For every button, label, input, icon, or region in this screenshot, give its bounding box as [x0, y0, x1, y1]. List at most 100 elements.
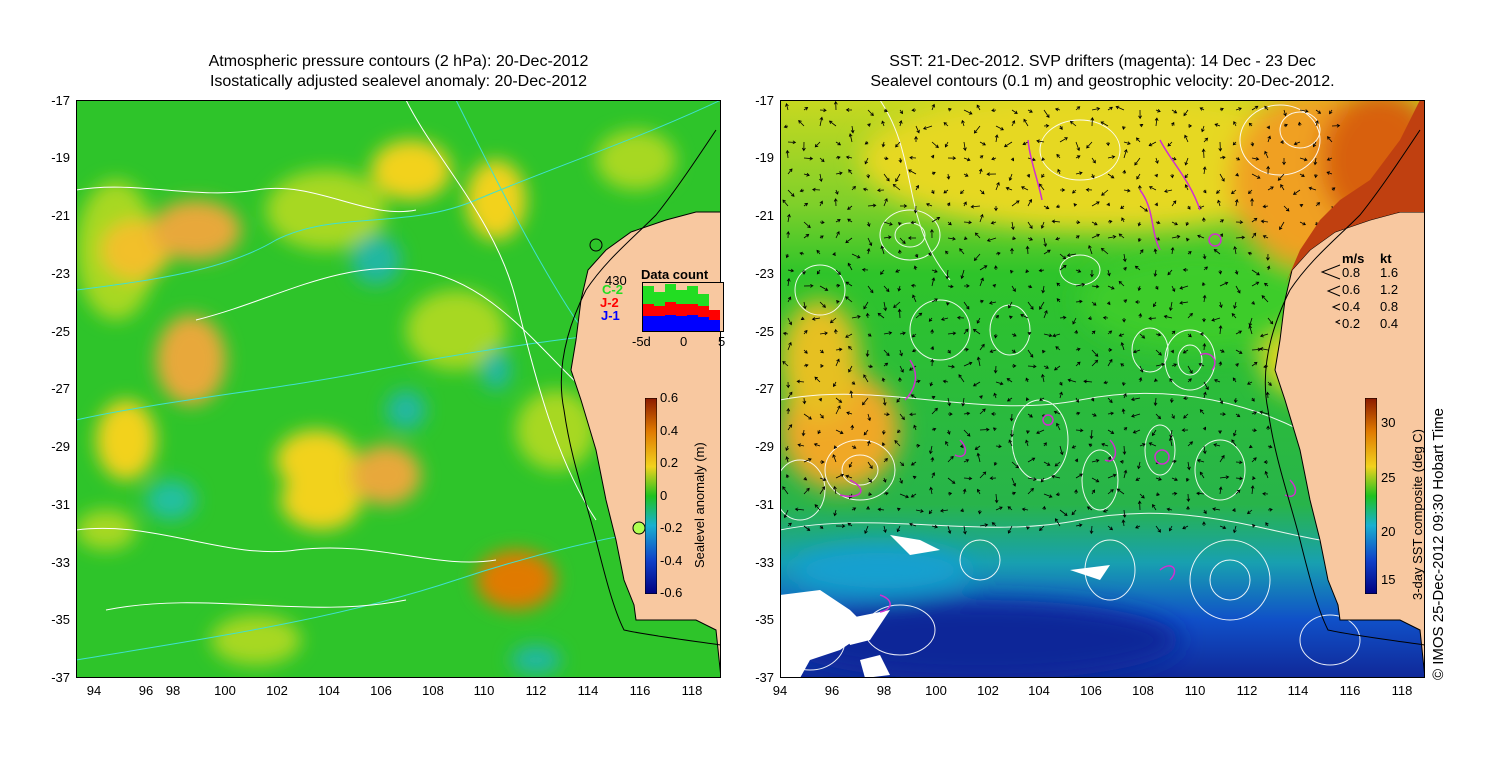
- velocity-arrow: [979, 141, 987, 146]
- velocity-arrow: [1170, 349, 1174, 354]
- velocity-arrow: [930, 229, 934, 239]
- velocity-arrow: [1264, 470, 1269, 479]
- velocity-arrow: [1075, 411, 1081, 416]
- velocity-arrow: [976, 104, 981, 111]
- velocity-arrow: [929, 445, 933, 455]
- velocity-arrow: [787, 213, 791, 223]
- velocity-arrow: [940, 317, 949, 321]
- velocity-arrow: [1011, 285, 1016, 292]
- velocity-arrow: [1091, 107, 1101, 111]
- left-cb-tick-4: -0.2: [660, 520, 683, 535]
- velocity-arrow: [977, 488, 981, 495]
- velocity-arrow: [1090, 117, 1095, 127]
- velocity-arrow: [1233, 525, 1237, 534]
- velocity-arrow: [819, 477, 827, 482]
- velocity-arrow: [1107, 269, 1111, 277]
- right-ytick: -17: [755, 93, 774, 108]
- velocity-arrow: [1267, 135, 1271, 143]
- velocity-arrow: [877, 312, 885, 319]
- velocity-arrow: [909, 365, 917, 371]
- velocity-arrow: [1326, 171, 1333, 175]
- velocity-arrow: [867, 237, 873, 247]
- velocity-arrow: [1232, 508, 1237, 512]
- velocity-arrow: [1011, 120, 1016, 127]
- right-ytick: -27: [755, 381, 774, 396]
- velocity-arrow: [1107, 235, 1117, 239]
- velocity-arrow: [1123, 141, 1131, 145]
- velocity-arrow: [1167, 269, 1173, 276]
- velocity-arrow: [994, 493, 999, 504]
- velocity-arrow: [1203, 137, 1209, 143]
- right-ytick: -19: [755, 150, 774, 165]
- velocity-arrow: [845, 474, 853, 479]
- velocity-arrow: [1059, 445, 1064, 456]
- velocity-arrow: [1123, 188, 1131, 193]
- velocity-arrow: [835, 347, 843, 352]
- velocity-arrow: [819, 301, 826, 308]
- velocity-arrow: [785, 456, 790, 463]
- velocity-arrow: [915, 125, 920, 134]
- velocity-arrow: [1203, 391, 1207, 399]
- velocity-arrow: [945, 250, 949, 255]
- velocity-arrow: [995, 125, 1004, 131]
- velocity-arrow: [1250, 485, 1255, 495]
- velocity-arrow: [931, 298, 938, 303]
- velocity-arrow: [1059, 391, 1063, 399]
- velocity-arrow: [1006, 397, 1013, 402]
- velocity-arrow: [880, 245, 885, 255]
- right-xtick: 98: [876, 683, 892, 698]
- legend-arrow-02: [1334, 319, 1341, 325]
- left-xtick: 118: [681, 683, 703, 698]
- velocity-arrow: [1025, 377, 1029, 383]
- velocity-arrow: [866, 173, 871, 179]
- velocity-arrow: [947, 284, 954, 289]
- velocity-arrow: [898, 221, 902, 226]
- velocity-arrow: [1139, 365, 1144, 373]
- velocity-arrow: [1267, 444, 1273, 449]
- velocity-arrow: [787, 296, 792, 303]
- velocity-arrow: [897, 285, 902, 292]
- velocity-legend-ms-0: 0.8: [1342, 265, 1361, 280]
- velocity-arrow: [1123, 266, 1127, 271]
- velocity-arrow: [1326, 136, 1333, 143]
- velocity-arrow: [1259, 410, 1269, 415]
- velocity-arrow: [883, 108, 888, 113]
- velocity-arrow: [1043, 237, 1048, 248]
- velocity-arrow: [817, 429, 822, 435]
- velocity-arrow: [1043, 461, 1051, 466]
- velocity-arrow: [864, 141, 869, 145]
- station-marker-2: [632, 521, 646, 535]
- velocity-arrow: [1187, 378, 1192, 383]
- velocity-arrow: [1055, 492, 1061, 497]
- velocity-arrow: [819, 486, 826, 495]
- velocity-arrow: [1148, 442, 1157, 447]
- velocity-arrow: [1315, 109, 1322, 114]
- velocity-arrow: [851, 315, 861, 319]
- right-xtick: 96: [824, 683, 840, 698]
- velocity-arrow: [819, 220, 825, 225]
- velocity-arrow: [929, 486, 933, 495]
- velocity-arrow: [1218, 486, 1223, 495]
- velocity-arrow: [1137, 500, 1142, 511]
- velocity-arrow: [1100, 247, 1109, 255]
- velocity-arrow: [1283, 205, 1290, 212]
- velocity-arrow: [1119, 460, 1125, 464]
- velocity-arrow: [1138, 377, 1143, 383]
- velocity-arrow: [1089, 429, 1094, 440]
- velocity-arrow: [1085, 187, 1093, 192]
- velocity-arrow: [909, 412, 917, 417]
- velocity-arrow: [1155, 492, 1160, 497]
- velocity-arrow: [1293, 141, 1301, 146]
- velocity-arrow: [1008, 301, 1013, 309]
- velocity-arrow: [1171, 330, 1176, 335]
- velocity-arrow: [812, 187, 821, 192]
- velocity-arrow: [1006, 378, 1013, 383]
- velocity-arrow: [989, 476, 997, 481]
- velocity-arrow: [931, 141, 939, 149]
- velocity-arrow: [1090, 397, 1095, 402]
- velocity-arrow: [943, 122, 949, 127]
- velocity-arrow: [976, 452, 981, 463]
- right-xtick: 114: [1287, 683, 1309, 698]
- velocity-arrow: [946, 429, 951, 435]
- velocity-arrow: [930, 456, 935, 463]
